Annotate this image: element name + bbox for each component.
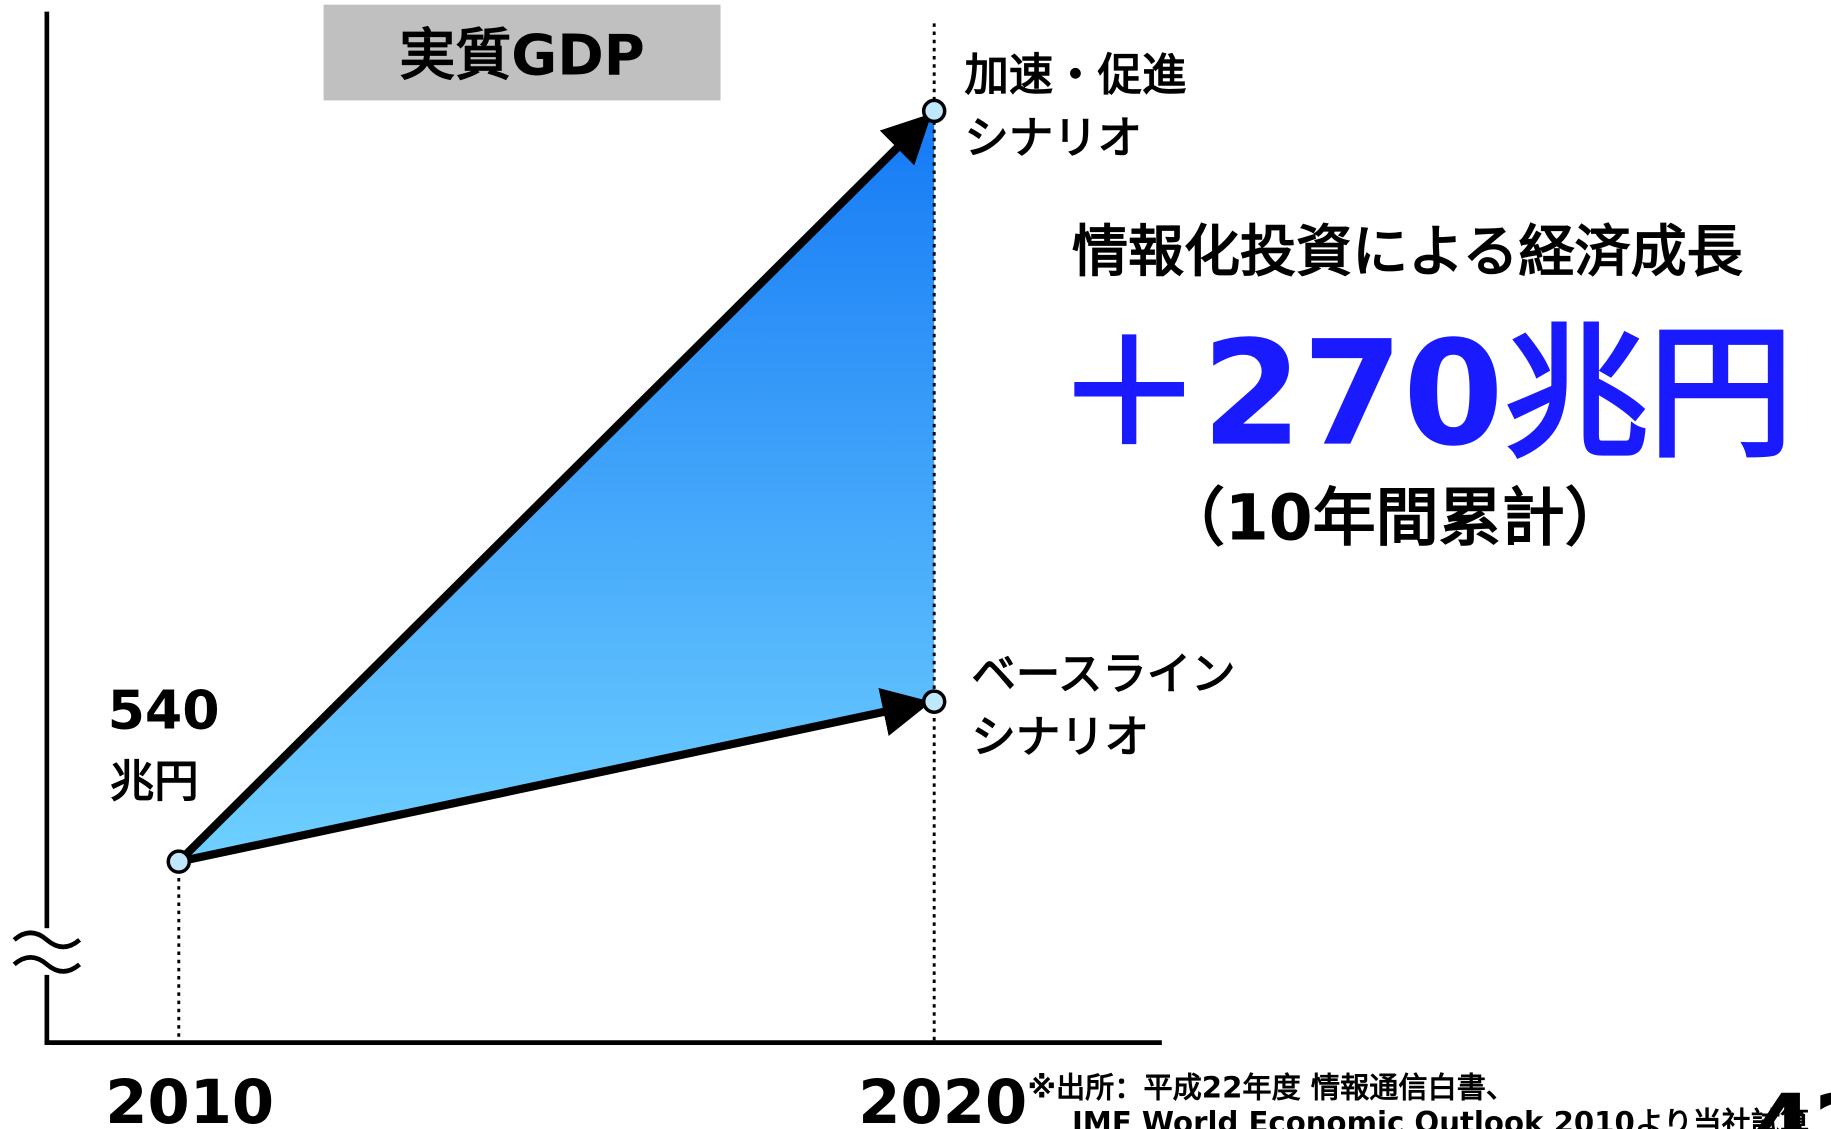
axis-break	[12, 930, 82, 974]
x-label: 2010	[105, 1068, 274, 1129]
baseline-arrow	[177, 687, 932, 866]
source: IMF World Economic Outlook 2010より当社試算	[1072, 1106, 1809, 1129]
x-label: 2020	[858, 1068, 1027, 1129]
point	[921, 98, 947, 124]
point	[921, 689, 947, 714]
point	[166, 849, 192, 874]
scenario-label: 加速・促進	[965, 50, 1187, 101]
label-box	[323, 4, 721, 101]
scenario-label: ベースライン	[972, 649, 1236, 700]
scenario-label: シナリオ	[972, 712, 1149, 763]
page-number: 42	[1751, 1076, 1831, 1129]
axis-label: 実質GDP	[399, 24, 645, 89]
start-unit: 兆円	[110, 756, 199, 807]
accelerated-arrow	[175, 113, 932, 865]
source: ※出所：平成22年度 情報通信白書、	[1028, 1070, 1516, 1104]
gain-note: （10年間累計）	[1162, 480, 1628, 554]
gain: ＋270兆円	[1057, 311, 1793, 479]
start-value: 540	[108, 679, 220, 742]
headline: 情報化投資による経済成長	[1072, 220, 1744, 285]
scenario-label: シナリオ	[965, 113, 1142, 164]
